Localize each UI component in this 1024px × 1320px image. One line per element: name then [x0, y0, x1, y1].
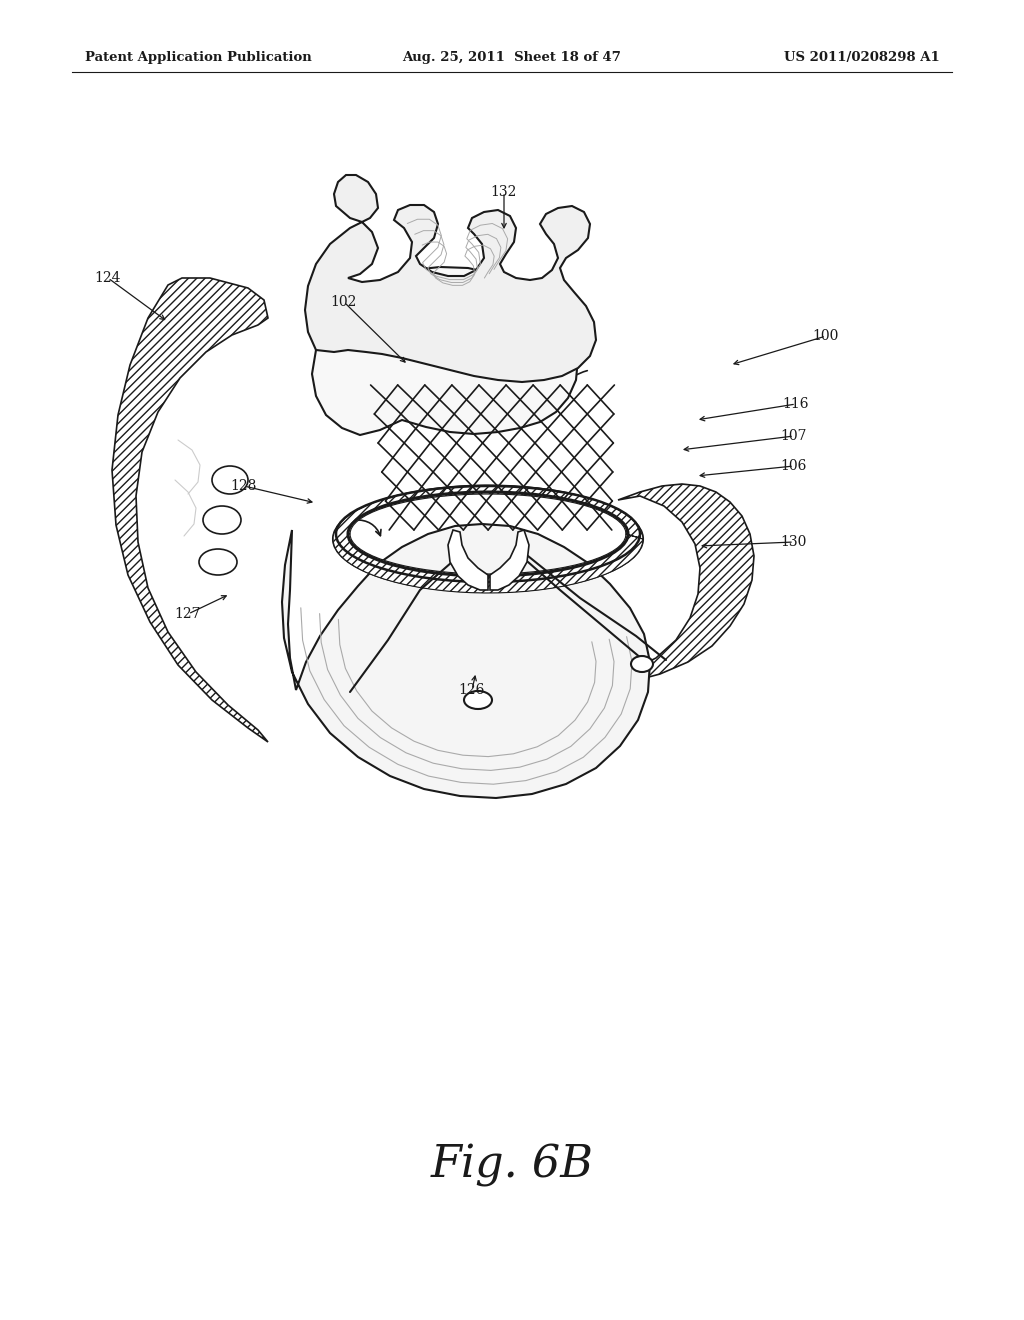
Text: 124: 124 [95, 271, 121, 285]
Polygon shape [540, 484, 754, 686]
Text: US 2011/0208298 A1: US 2011/0208298 A1 [784, 51, 940, 65]
Text: 100: 100 [813, 329, 840, 343]
Text: 127: 127 [175, 607, 202, 620]
Polygon shape [112, 279, 268, 742]
Polygon shape [333, 484, 643, 593]
Polygon shape [312, 267, 578, 436]
Text: 116: 116 [782, 397, 809, 411]
Text: Patent Application Publication: Patent Application Publication [85, 51, 311, 65]
Text: 126: 126 [459, 682, 485, 697]
Text: 128: 128 [230, 479, 257, 492]
Text: Aug. 25, 2011  Sheet 18 of 47: Aug. 25, 2011 Sheet 18 of 47 [402, 51, 622, 65]
Ellipse shape [631, 656, 653, 672]
Ellipse shape [464, 690, 492, 709]
Text: 102: 102 [331, 294, 357, 309]
Polygon shape [282, 524, 650, 799]
Polygon shape [449, 531, 488, 590]
Text: Fig. 6B: Fig. 6B [430, 1143, 594, 1187]
Text: 107: 107 [780, 429, 807, 444]
Text: 130: 130 [781, 535, 807, 549]
Ellipse shape [199, 549, 237, 576]
Polygon shape [490, 531, 529, 590]
Ellipse shape [212, 466, 248, 494]
Ellipse shape [203, 506, 241, 535]
Polygon shape [305, 176, 596, 381]
Text: 106: 106 [781, 459, 807, 473]
Text: 132: 132 [490, 185, 517, 199]
